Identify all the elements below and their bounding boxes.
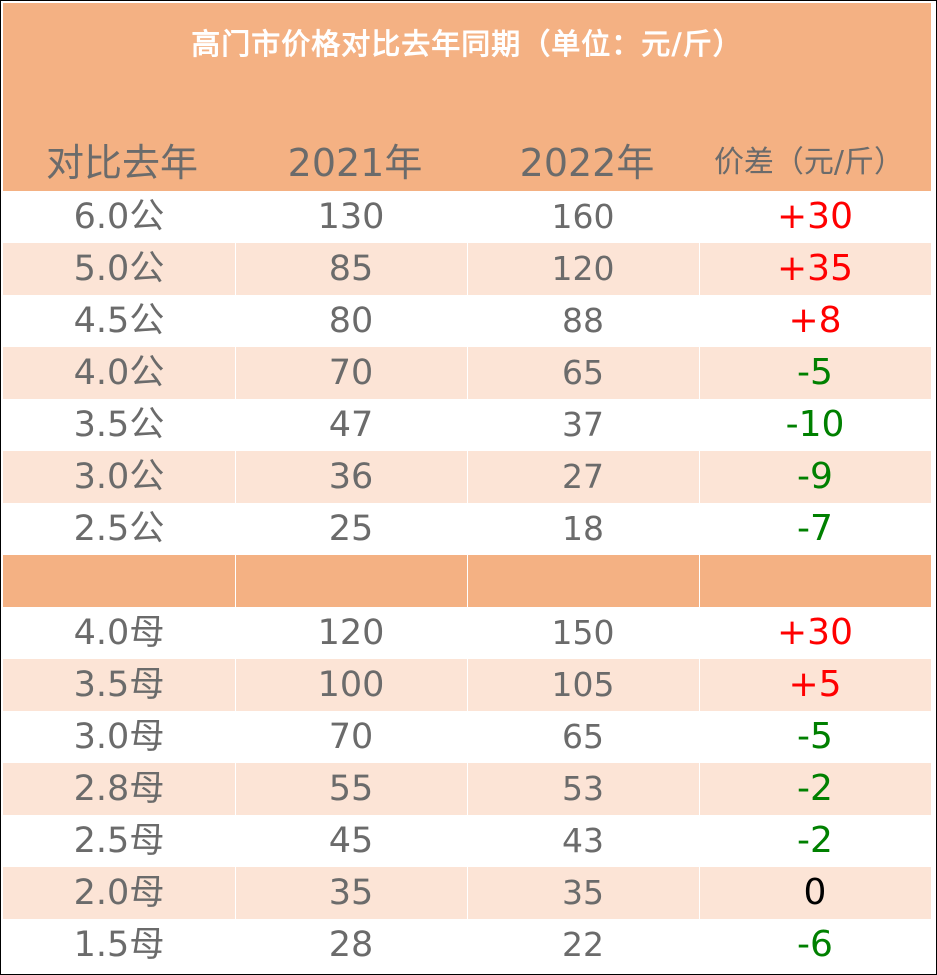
spec-cell: 2.5母 — [73, 821, 165, 861]
price-diff-cell: -10 — [785, 404, 845, 445]
column-divider — [699, 659, 700, 711]
table-row: 4.5公 80 88 +8 — [3, 295, 931, 347]
price-2022-cell: 22 — [562, 925, 604, 964]
table-row: 2.5母 45 43 -2 — [3, 815, 931, 867]
column-divider — [467, 763, 468, 815]
price-diff-cell: +8 — [788, 300, 842, 341]
spec-cell: 3.5母 — [73, 665, 165, 705]
price-2022-cell: 27 — [562, 457, 604, 496]
column-divider — [699, 347, 700, 399]
column-divider — [467, 243, 468, 295]
column-divider — [467, 867, 468, 919]
column-header-2022: 2022年 — [519, 141, 655, 185]
price-diff-cell: +5 — [788, 664, 842, 705]
price-2021-cell: 70 — [328, 353, 374, 393]
price-2021-cell: 25 — [328, 509, 374, 549]
table-header: 高门市价格对比去年同期（单位：元/斤） 对比去年 2021年 2022年 价差（… — [3, 3, 931, 191]
table-row: 3.5母 100 105 +5 — [3, 659, 931, 711]
spec-cell: 4.5公 — [73, 301, 165, 341]
price-2022-cell: 35 — [562, 873, 604, 912]
price-2021-cell: 100 — [317, 665, 385, 705]
column-divider — [699, 451, 700, 503]
price-2021-cell: 36 — [328, 457, 374, 497]
price-2021-cell: 85 — [328, 249, 374, 289]
price-2021-cell: 120 — [317, 613, 385, 653]
price-2022-cell: 37 — [562, 405, 604, 444]
table-row: 3.0公 36 27 -9 — [3, 451, 931, 503]
price-diff-cell: 0 — [803, 872, 827, 913]
price-diff-cell: +30 — [777, 196, 853, 237]
table-row: 4.0公 70 65 -5 — [3, 347, 931, 399]
table-row: 2.0母 35 35 0 — [3, 867, 931, 919]
price-2021-cell: 47 — [328, 405, 374, 445]
column-divider — [467, 659, 468, 711]
column-divider — [467, 555, 468, 607]
price-2022-cell: 150 — [551, 613, 615, 652]
price-2021-cell: 70 — [328, 717, 374, 757]
column-divider — [699, 867, 700, 919]
column-header-spec: 对比去年 — [45, 141, 198, 185]
spec-cell: 3.0公 — [73, 457, 165, 497]
price-diff-cell: -2 — [797, 820, 833, 861]
price-diff-cell: -6 — [797, 924, 833, 965]
column-divider — [699, 243, 700, 295]
column-divider — [699, 763, 700, 815]
price-2021-cell: 35 — [328, 873, 374, 913]
column-header-2021: 2021年 — [287, 141, 423, 185]
price-2022-cell: 65 — [562, 717, 604, 756]
column-divider — [235, 763, 236, 815]
table-row: 6.0公 130 160 +30 — [3, 191, 931, 243]
column-divider — [235, 659, 236, 711]
spec-cell: 2.0母 — [73, 873, 165, 913]
column-divider — [235, 555, 236, 607]
table-row — [3, 555, 931, 607]
column-divider — [467, 451, 468, 503]
price-2022-cell: 18 — [562, 509, 604, 548]
spec-cell: 2.8母 — [73, 769, 165, 809]
table-title: 高门市价格对比去年同期（单位：元/斤） — [191, 27, 743, 61]
column-divider — [467, 347, 468, 399]
price-2022-cell: 43 — [562, 821, 604, 860]
price-2022-cell: 160 — [551, 197, 615, 236]
spec-cell: 4.0公 — [73, 353, 165, 393]
price-2022-cell: 105 — [551, 665, 615, 704]
price-2021-cell: 55 — [328, 769, 374, 809]
spec-cell: 2.5公 — [73, 509, 165, 549]
table-row: 2.8母 55 53 -2 — [3, 763, 931, 815]
price-2022-cell: 88 — [562, 301, 604, 340]
column-divider — [235, 867, 236, 919]
price-diff-cell: +30 — [777, 612, 853, 653]
price-2022-cell: 120 — [551, 249, 615, 288]
price-diff-cell: -7 — [797, 508, 833, 549]
price-2022-cell: 53 — [562, 769, 604, 808]
price-diff-cell: -5 — [797, 716, 833, 757]
table-row: 4.0母 120 150 +30 — [3, 607, 931, 659]
price-diff-cell: -5 — [797, 352, 833, 393]
table-row: 3.5公 47 37 -10 — [3, 399, 931, 451]
price-diff-cell: -9 — [797, 456, 833, 497]
price-diff-cell: -2 — [797, 768, 833, 809]
table-row: 1.5母 28 22 -6 — [3, 919, 931, 971]
column-divider — [235, 243, 236, 295]
price-2021-cell: 80 — [328, 301, 374, 341]
spec-cell: 3.0母 — [73, 717, 165, 757]
spec-cell: 6.0公 — [73, 197, 165, 237]
column-header-diff: 价差（元/斤） — [713, 145, 905, 180]
column-divider — [235, 451, 236, 503]
price-diff-cell: +35 — [777, 248, 853, 289]
price-2021-cell: 28 — [328, 925, 374, 965]
column-divider — [235, 347, 236, 399]
price-2021-cell: 130 — [317, 197, 385, 237]
spec-cell: 5.0公 — [73, 249, 165, 289]
spec-cell: 3.5公 — [73, 405, 165, 445]
spec-cell: 4.0母 — [73, 613, 165, 653]
table-row: 3.0母 70 65 -5 — [3, 711, 931, 763]
price-2021-cell: 45 — [328, 821, 374, 861]
column-divider — [699, 555, 700, 607]
spec-cell: 1.5母 — [73, 925, 165, 965]
price-2022-cell: 65 — [562, 353, 604, 392]
table-row: 5.0公 85 120 +35 — [3, 243, 931, 295]
table-row: 2.5公 25 18 -7 — [3, 503, 931, 555]
